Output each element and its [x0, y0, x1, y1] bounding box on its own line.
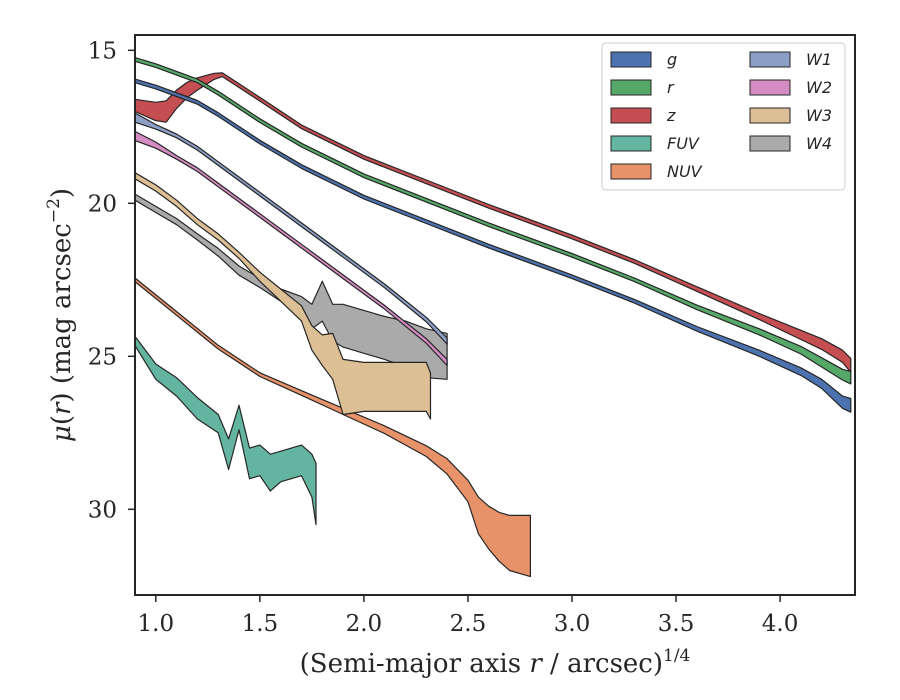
y-axis-label: μ(r) (mag arcsec−2): [44, 188, 77, 442]
legend-label-z: z: [666, 106, 676, 125]
y-tick-label: 30: [88, 497, 117, 523]
legend-label-w2: W2: [806, 78, 832, 97]
y-tick-label: 15: [88, 38, 117, 64]
x-tick-label: 2.5: [450, 611, 487, 637]
legend-swatch-g: [610, 51, 652, 68]
legend-label-w4: W4: [806, 134, 832, 153]
legend-swatch-w3: [749, 107, 791, 124]
x-tick-label: 1.0: [138, 611, 175, 637]
legend-swatch-z: [610, 107, 652, 124]
legend-swatch-w2: [749, 79, 791, 96]
band-nuv: [134, 277, 532, 578]
legend-swatch-nuv: [610, 163, 652, 180]
band-w3: [134, 172, 432, 420]
x-tick-label: 1.5: [242, 611, 279, 637]
band-w4: [134, 193, 448, 380]
legend-label-g: g: [667, 50, 677, 69]
x-tick-label: 2.0: [346, 611, 383, 637]
legend-swatch-r: [610, 79, 652, 96]
x-tick-label: 4.0: [762, 611, 799, 637]
legend-label-nuv: NUV: [667, 162, 703, 181]
y-tick-label: 20: [88, 191, 117, 217]
band-r: [134, 56, 852, 385]
band-w2: [134, 130, 448, 367]
legend-swatch-fuv: [610, 135, 652, 152]
legend: grz FUV NUV W1 W2 W3 W4: [601, 42, 846, 191]
y-axis-ticks: 15 20 25 30: [88, 38, 135, 523]
y-tick-label: 25: [88, 344, 117, 370]
series-bands: [134, 56, 852, 578]
band-fuv: [134, 335, 317, 526]
legend-swatch-w4: [749, 135, 791, 152]
legend-label-w1: W1: [806, 50, 832, 69]
legend-label-r: r: [667, 78, 675, 97]
x-tick-label: 3.0: [554, 611, 591, 637]
legend-label-fuv: FUV: [667, 134, 700, 153]
band-g: [134, 78, 852, 413]
band-w1: [134, 112, 448, 345]
legend-swatch-w1: [749, 51, 791, 68]
x-axis-label: (Semi-major axis r / arcsec)1/4: [300, 646, 691, 679]
x-tick-label: 3.5: [658, 611, 695, 637]
legend-label-w3: W3: [806, 106, 832, 125]
x-axis-ticks: 1.0 1.5 2.0 2.5 3.0 3.5 4.0: [138, 595, 799, 637]
plot-frame: [134, 34, 856, 596]
